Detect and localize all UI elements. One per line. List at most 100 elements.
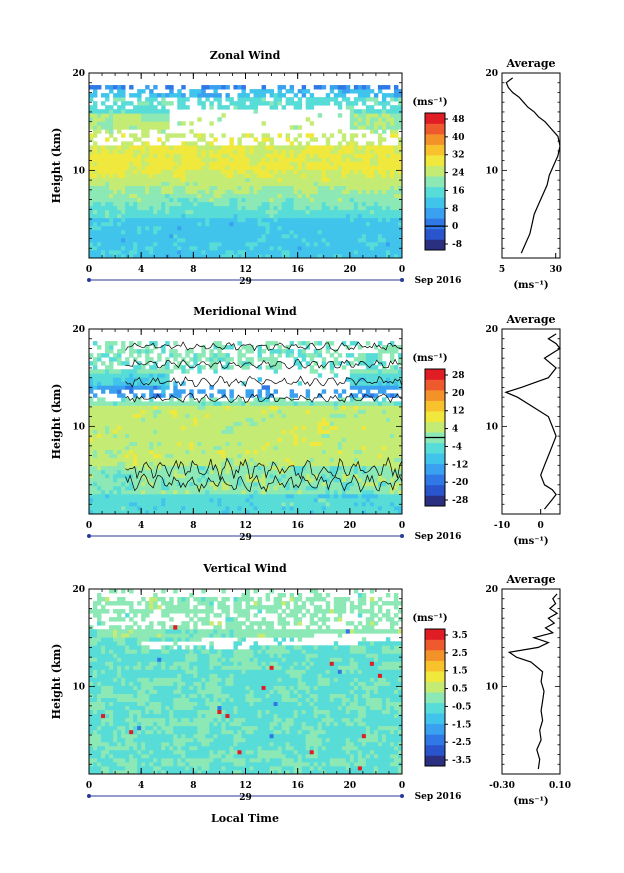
heatmap-cell (297, 241, 303, 247)
heatmap-cell (361, 237, 367, 243)
heatmap-cell (201, 349, 206, 354)
heatmap-cell (277, 89, 283, 94)
heatmap-cell (169, 189, 174, 195)
heatmap-cell (265, 493, 270, 499)
heatmap-cell (273, 221, 278, 227)
heatmap-cell (189, 209, 194, 215)
heatmap-cell (281, 169, 287, 174)
heatmap-cell (205, 449, 210, 455)
heatmap-cell (209, 177, 214, 182)
heatmap-cell (265, 225, 270, 231)
heatmap-cell (313, 165, 319, 170)
heatmap-cell (189, 173, 194, 178)
heatmap-cell (325, 249, 331, 255)
heatmap-cell (253, 417, 258, 422)
heatmap-cell (313, 369, 319, 374)
heatmap-cell (225, 241, 230, 247)
heatmap-cell (361, 245, 367, 251)
heatmap-cell (161, 141, 166, 146)
heatmap-cell (161, 209, 166, 215)
heatmap-cell (93, 121, 98, 126)
heatmap-cell (345, 181, 351, 187)
heatmap-cell (117, 377, 122, 382)
heatmap-cell (217, 237, 222, 243)
heatmap-cell (109, 89, 114, 94)
heatmap-cell (309, 97, 315, 102)
heatmap-cell (209, 221, 214, 227)
heatmap-cell (349, 241, 355, 247)
heatmap-cell (153, 405, 158, 410)
heatmap-cell (209, 457, 214, 463)
heatmap-cell (209, 181, 214, 187)
heatmap-cell (193, 425, 198, 430)
heatmap-cell (253, 397, 258, 402)
heatmap-cell (385, 237, 391, 243)
heatmap-cell (325, 97, 331, 102)
heatmap-cell (165, 225, 170, 231)
heatmap-cell (161, 389, 166, 394)
heatmap-cell (153, 85, 158, 90)
heatmap-cell (241, 97, 246, 102)
heatmap-cell (349, 225, 355, 231)
heatmap-cell (329, 157, 335, 162)
heatmap-cell (165, 485, 170, 491)
heatmap-cell (157, 201, 162, 207)
heatmap-cell (309, 477, 315, 483)
heatmap-cell (229, 237, 234, 243)
heatmap-cell (301, 165, 307, 170)
heatmap-cell (169, 369, 174, 374)
heatmap-cell (213, 169, 218, 174)
heatmap-cell (113, 109, 118, 114)
heatmap-cell (289, 465, 295, 471)
heatmap-cell (209, 213, 214, 219)
heatmap-cell (153, 509, 158, 515)
heatmap-cell (101, 241, 106, 247)
heatmap-cell (105, 137, 110, 142)
heatmap-cell (301, 405, 307, 410)
heatmap-cell (309, 457, 315, 463)
heatmap-cell (221, 497, 226, 503)
heatmap-cell (121, 401, 126, 406)
heatmap-cell (261, 89, 266, 94)
heatmap-cell (317, 253, 323, 259)
heatmap-cell (313, 101, 319, 106)
heatmap-cell (233, 213, 238, 219)
heatmap-cell (157, 497, 162, 503)
heatmap-cell (301, 221, 307, 227)
heatmap-cell (337, 169, 343, 174)
heatmap-cell (129, 153, 134, 158)
heatmap-cell (273, 145, 278, 150)
heatmap-cell (209, 157, 214, 162)
heatmap-cell (185, 421, 190, 426)
heatmap-cell (281, 489, 287, 495)
heatmap-cell (249, 229, 254, 235)
heatmap-cell (213, 217, 218, 223)
heatmap-cell (129, 457, 134, 463)
heatmap-cell (357, 189, 363, 195)
heatmap-cell (109, 409, 114, 414)
heatmap-cell (249, 101, 254, 106)
heatmap-cell (93, 181, 98, 187)
heatmap-cell (193, 217, 198, 223)
heatmap-cell (193, 169, 198, 174)
heatmap-cell (393, 245, 399, 251)
heatmap-cell (369, 173, 375, 178)
heatmap-cell (137, 117, 142, 122)
heatmap-cell (397, 101, 403, 106)
heatmap-cell (341, 169, 347, 174)
heatmap-cell (289, 85, 295, 90)
heatmap-cell (297, 189, 303, 195)
heatmap-cell (301, 89, 307, 94)
heatmap-cell (309, 365, 315, 370)
heatmap-cell (109, 109, 114, 114)
heatmap-cell (373, 185, 379, 191)
heatmap-cell (265, 481, 270, 487)
heatmap-cell (197, 189, 202, 195)
heatmap-cell (173, 493, 178, 499)
heatmap-cell (353, 157, 359, 162)
heatmap-cell (221, 181, 226, 187)
heatmap-cell (189, 225, 194, 231)
heatmap-cell (361, 161, 367, 166)
heatmap-cell (273, 473, 278, 479)
heatmap-cell (253, 457, 258, 463)
